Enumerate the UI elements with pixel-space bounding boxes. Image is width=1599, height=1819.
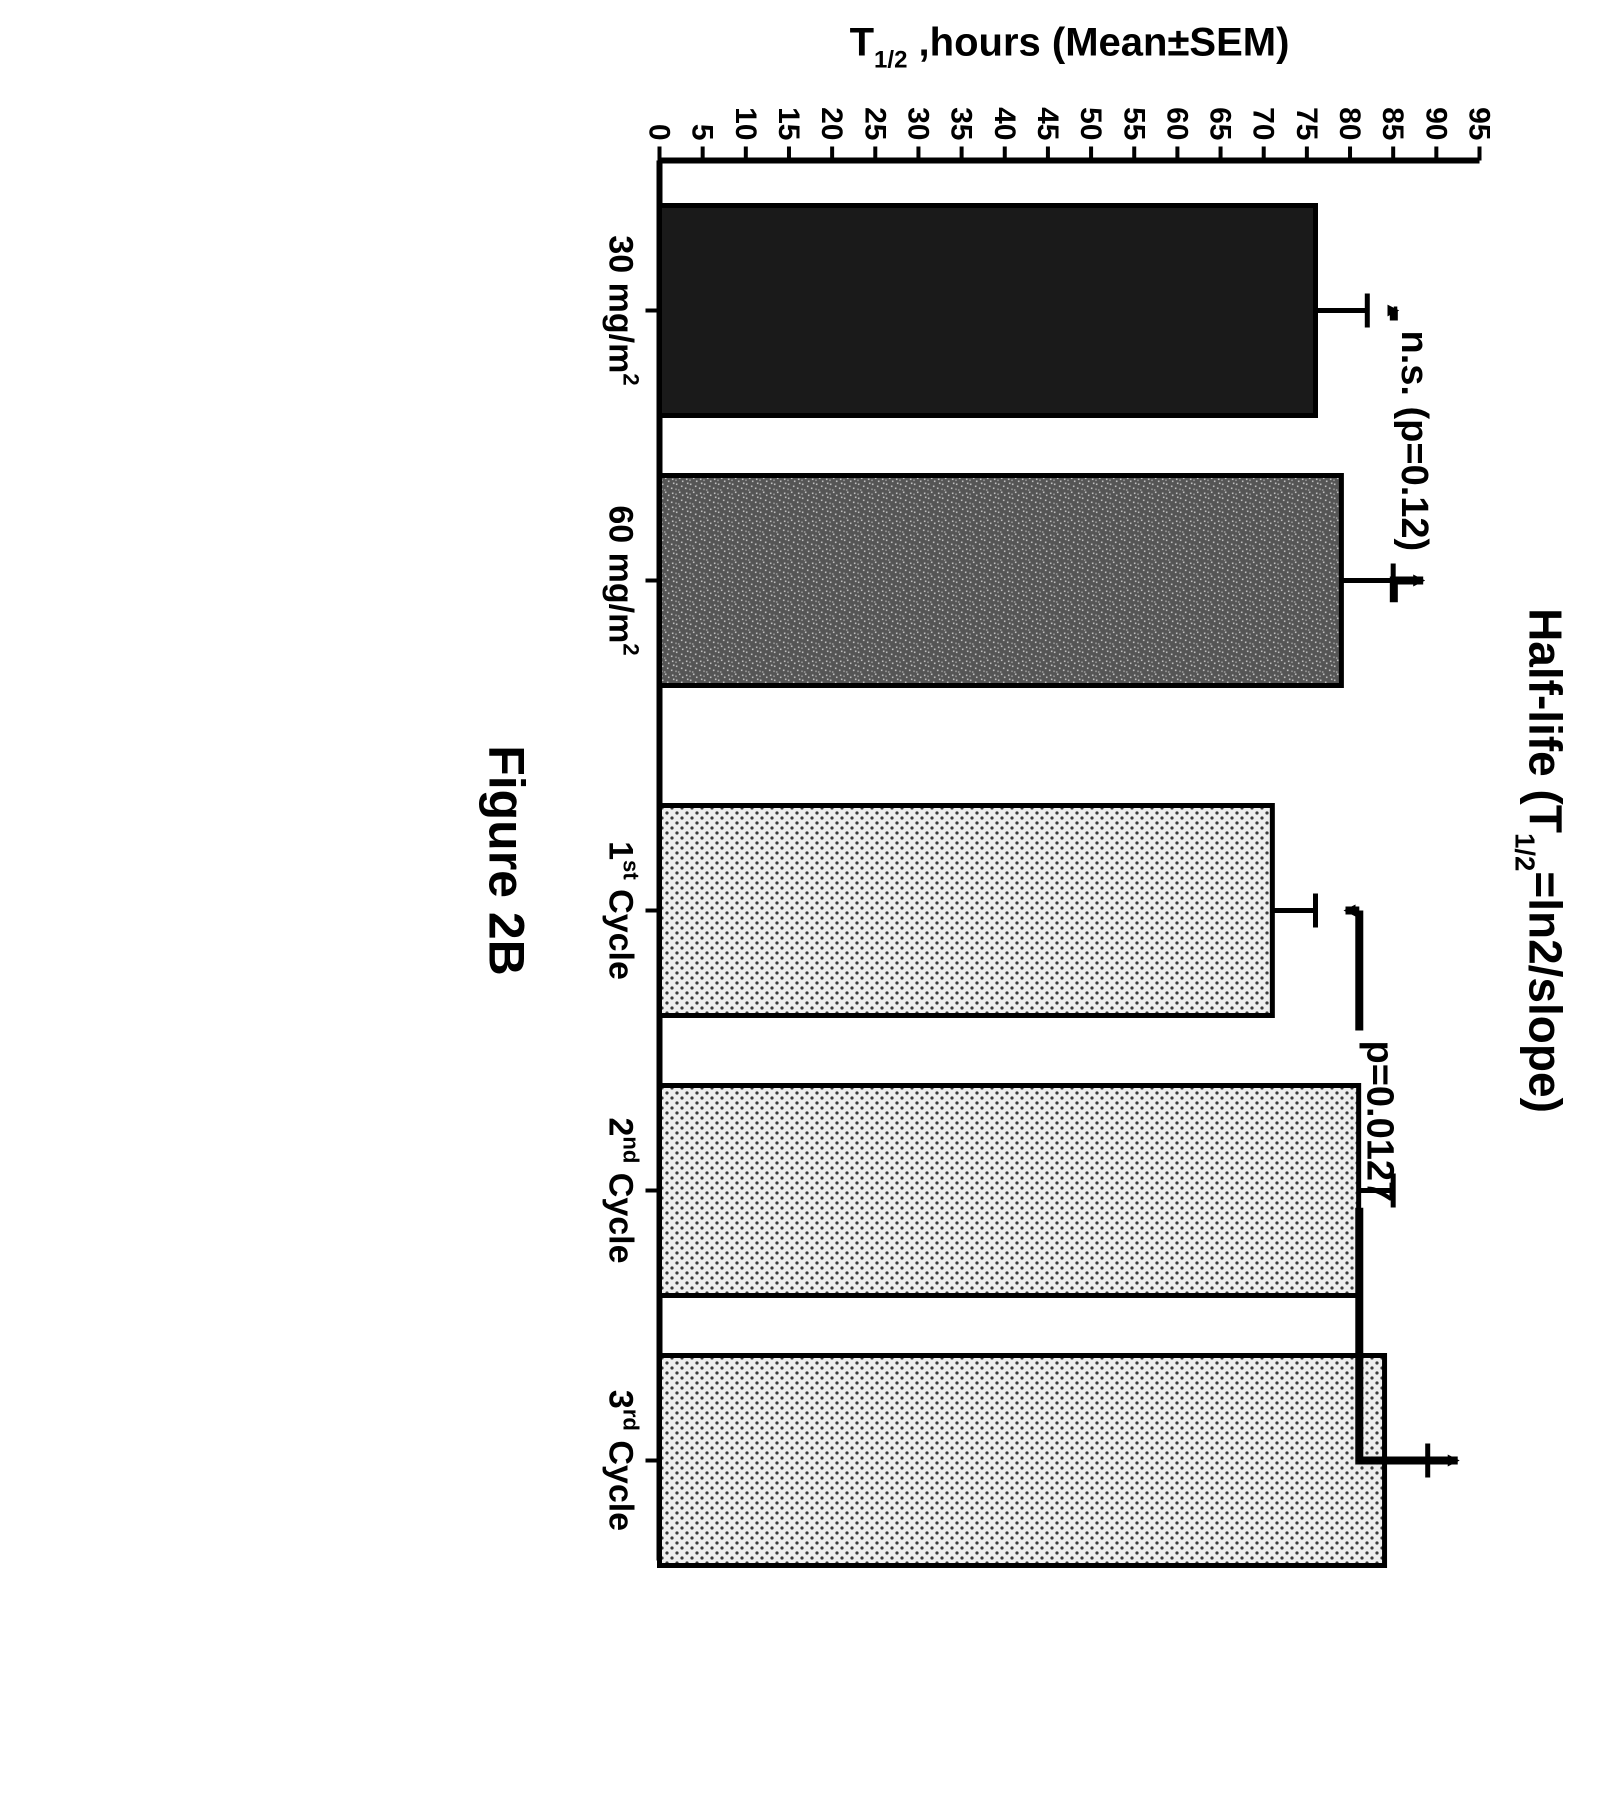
y-tick-label: 65 (1203, 107, 1236, 140)
y-tick-label: 15 (771, 107, 804, 140)
bar-cycle2 (659, 1085, 1358, 1295)
bar-60mgm2 (659, 475, 1341, 685)
y-tick-label: 90 (1419, 107, 1452, 140)
rotated-figure-container: Half-life (T1/2=ln2/slope)05101520253035… (0, 0, 1599, 1819)
y-tick-label: 35 (944, 107, 977, 140)
y-tick-label: 70 (1246, 107, 1279, 140)
y-tick-label: 25 (858, 107, 891, 140)
bar-30mgm2 (659, 205, 1315, 415)
halflife-bar-chart: Half-life (T1/2=ln2/slope)05101520253035… (0, 0, 1599, 1819)
y-tick-label: 20 (815, 107, 848, 140)
annotation-text: n.s. (p=0.12) (1392, 330, 1434, 551)
y-tick-label: 60 (1160, 107, 1193, 140)
annotation-text: p=0.0127 (1358, 1040, 1400, 1202)
y-tick-label: 0 (642, 123, 675, 140)
y-tick-label: 5 (685, 123, 718, 140)
y-tick-label: 45 (1030, 107, 1063, 140)
bar-cycle1 (659, 805, 1272, 1015)
y-tick-label: 95 (1462, 107, 1495, 140)
x-label-30mgm2: 30 mg/m2 (601, 235, 643, 385)
bar-cycle3 (659, 1355, 1384, 1565)
y-tick-label: 80 (1333, 107, 1366, 140)
y-tick-label: 30 (901, 107, 934, 140)
y-tick-label: 50 (1074, 107, 1107, 140)
y-tick-label: 85 (1376, 107, 1409, 140)
x-label-60mgm2: 60 mg/m2 (601, 505, 643, 655)
figure-label: Figure 2B (478, 745, 534, 976)
y-tick-label: 55 (1117, 107, 1150, 140)
y-tick-label: 75 (1289, 107, 1322, 140)
y-tick-label: 40 (987, 107, 1020, 140)
y-tick-label: 10 (728, 107, 761, 140)
